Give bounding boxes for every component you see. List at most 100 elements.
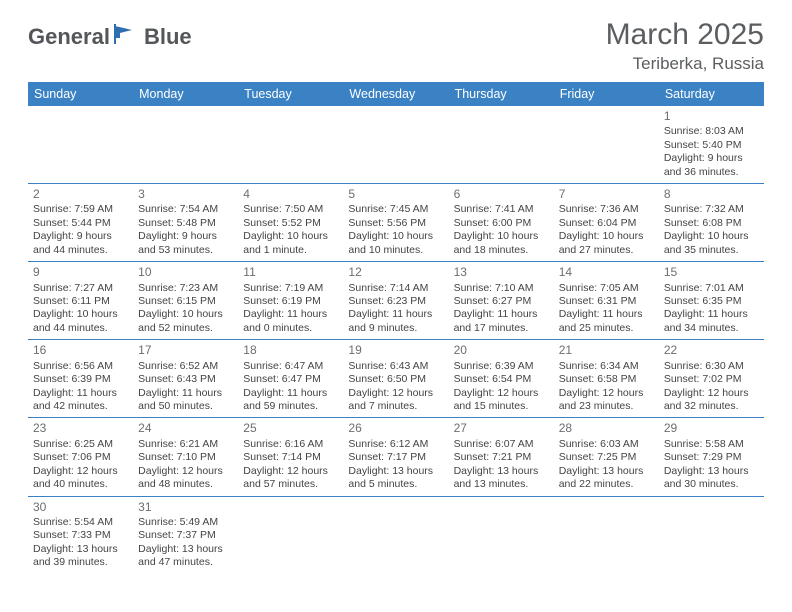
sunrise-text: Sunrise: 6:03 AM [559, 438, 654, 451]
daylight-text: and 44 minutes. [33, 322, 128, 335]
sunset-text: Sunset: 6:31 PM [559, 295, 654, 308]
daylight-text: Daylight: 10 hours [664, 230, 759, 243]
sunrise-text: Sunrise: 6:34 AM [559, 360, 654, 373]
sunrise-text: Sunrise: 6:56 AM [33, 360, 128, 373]
daylight-text: and 32 minutes. [664, 400, 759, 413]
sunset-text: Sunset: 6:08 PM [664, 217, 759, 230]
daylight-text: Daylight: 13 hours [33, 543, 128, 556]
sunset-text: Sunset: 6:39 PM [33, 373, 128, 386]
calendar-day-cell: 17Sunrise: 6:52 AMSunset: 6:43 PMDayligh… [133, 340, 238, 418]
calendar-day-cell: 27Sunrise: 6:07 AMSunset: 7:21 PMDayligh… [449, 418, 554, 496]
calendar-day-cell: 14Sunrise: 7:05 AMSunset: 6:31 PMDayligh… [554, 262, 659, 340]
day-number: 28 [559, 421, 654, 436]
daylight-text: Daylight: 11 hours [454, 308, 549, 321]
sunset-text: Sunset: 6:43 PM [138, 373, 233, 386]
calendar-day-cell: 19Sunrise: 6:43 AMSunset: 6:50 PMDayligh… [343, 340, 448, 418]
sunset-text: Sunset: 7:14 PM [243, 451, 338, 464]
daylight-text: Daylight: 11 hours [243, 387, 338, 400]
sunrise-text: Sunrise: 8:03 AM [664, 125, 759, 138]
calendar-empty-cell [449, 106, 554, 184]
calendar-day-cell: 23Sunrise: 6:25 AMSunset: 7:06 PMDayligh… [28, 418, 133, 496]
calendar-day-cell: 7Sunrise: 7:36 AMSunset: 6:04 PMDaylight… [554, 184, 659, 262]
day-number: 13 [454, 265, 549, 280]
daylight-text: Daylight: 9 hours [138, 230, 233, 243]
sunrise-text: Sunrise: 5:58 AM [664, 438, 759, 451]
daylight-text: and 42 minutes. [33, 400, 128, 413]
day-number: 4 [243, 187, 338, 202]
day-number: 2 [33, 187, 128, 202]
calendar-day-cell: 4Sunrise: 7:50 AMSunset: 5:52 PMDaylight… [238, 184, 343, 262]
daylight-text: and 48 minutes. [138, 478, 233, 491]
sunrise-text: Sunrise: 6:30 AM [664, 360, 759, 373]
daylight-text: Daylight: 11 hours [348, 308, 443, 321]
month-title: March 2025 [606, 18, 764, 52]
sunset-text: Sunset: 6:50 PM [348, 373, 443, 386]
sunset-text: Sunset: 7:02 PM [664, 373, 759, 386]
sunset-text: Sunset: 6:54 PM [454, 373, 549, 386]
calendar-day-cell: 30Sunrise: 5:54 AMSunset: 7:33 PMDayligh… [28, 496, 133, 574]
calendar-day-cell: 10Sunrise: 7:23 AMSunset: 6:15 PMDayligh… [133, 262, 238, 340]
sunrise-text: Sunrise: 7:32 AM [664, 203, 759, 216]
daylight-text: and 10 minutes. [348, 244, 443, 257]
calendar-empty-cell [28, 106, 133, 184]
day-header: Friday [554, 82, 659, 106]
daylight-text: and 34 minutes. [664, 322, 759, 335]
sunrise-text: Sunrise: 7:14 AM [348, 282, 443, 295]
day-number: 22 [664, 343, 759, 358]
daylight-text: Daylight: 12 hours [243, 465, 338, 478]
sunrise-text: Sunrise: 7:23 AM [138, 282, 233, 295]
daylight-text: and 59 minutes. [243, 400, 338, 413]
daylight-text: and 44 minutes. [33, 244, 128, 257]
daylight-text: Daylight: 12 hours [138, 465, 233, 478]
day-number: 6 [454, 187, 549, 202]
daylight-text: Daylight: 12 hours [664, 387, 759, 400]
day-header: Tuesday [238, 82, 343, 106]
location-label: Teriberka, Russia [606, 54, 764, 74]
sunset-text: Sunset: 6:35 PM [664, 295, 759, 308]
day-number: 31 [138, 500, 233, 515]
sunset-text: Sunset: 5:56 PM [348, 217, 443, 230]
calendar-day-cell: 13Sunrise: 7:10 AMSunset: 6:27 PMDayligh… [449, 262, 554, 340]
calendar-day-cell: 5Sunrise: 7:45 AMSunset: 5:56 PMDaylight… [343, 184, 448, 262]
day-number: 23 [33, 421, 128, 436]
sunset-text: Sunset: 7:06 PM [33, 451, 128, 464]
sunset-text: Sunset: 5:48 PM [138, 217, 233, 230]
calendar-day-cell: 16Sunrise: 6:56 AMSunset: 6:39 PMDayligh… [28, 340, 133, 418]
sunset-text: Sunset: 5:52 PM [243, 217, 338, 230]
day-number: 11 [243, 265, 338, 280]
sunset-text: Sunset: 5:40 PM [664, 139, 759, 152]
sunrise-text: Sunrise: 6:39 AM [454, 360, 549, 373]
daylight-text: Daylight: 10 hours [138, 308, 233, 321]
day-number: 26 [348, 421, 443, 436]
day-number: 9 [33, 265, 128, 280]
calendar-empty-cell [554, 106, 659, 184]
daylight-text: Daylight: 11 hours [243, 308, 338, 321]
sunrise-text: Sunrise: 7:50 AM [243, 203, 338, 216]
title-block: March 2025 Teriberka, Russia [606, 18, 764, 74]
day-header: Wednesday [343, 82, 448, 106]
daylight-text: Daylight: 11 hours [138, 387, 233, 400]
day-number: 16 [33, 343, 128, 358]
daylight-text: and 23 minutes. [559, 400, 654, 413]
calendar-empty-cell [343, 106, 448, 184]
calendar-day-cell: 8Sunrise: 7:32 AMSunset: 6:08 PMDaylight… [659, 184, 764, 262]
logo: General Blue [28, 18, 192, 50]
calendar-empty-cell [238, 496, 343, 574]
daylight-text: and 5 minutes. [348, 478, 443, 491]
daylight-text: Daylight: 12 hours [454, 387, 549, 400]
calendar-week-row: 2Sunrise: 7:59 AMSunset: 5:44 PMDaylight… [28, 184, 764, 262]
daylight-text: Daylight: 11 hours [559, 308, 654, 321]
sunrise-text: Sunrise: 7:54 AM [138, 203, 233, 216]
day-number: 27 [454, 421, 549, 436]
calendar-day-cell: 20Sunrise: 6:39 AMSunset: 6:54 PMDayligh… [449, 340, 554, 418]
daylight-text: and 40 minutes. [33, 478, 128, 491]
calendar-day-cell: 15Sunrise: 7:01 AMSunset: 6:35 PMDayligh… [659, 262, 764, 340]
day-number: 3 [138, 187, 233, 202]
daylight-text: and 30 minutes. [664, 478, 759, 491]
calendar-week-row: 23Sunrise: 6:25 AMSunset: 7:06 PMDayligh… [28, 418, 764, 496]
sunset-text: Sunset: 7:37 PM [138, 529, 233, 542]
daylight-text: Daylight: 10 hours [33, 308, 128, 321]
daylight-text: Daylight: 13 hours [454, 465, 549, 478]
daylight-text: Daylight: 12 hours [33, 465, 128, 478]
daylight-text: Daylight: 13 hours [559, 465, 654, 478]
